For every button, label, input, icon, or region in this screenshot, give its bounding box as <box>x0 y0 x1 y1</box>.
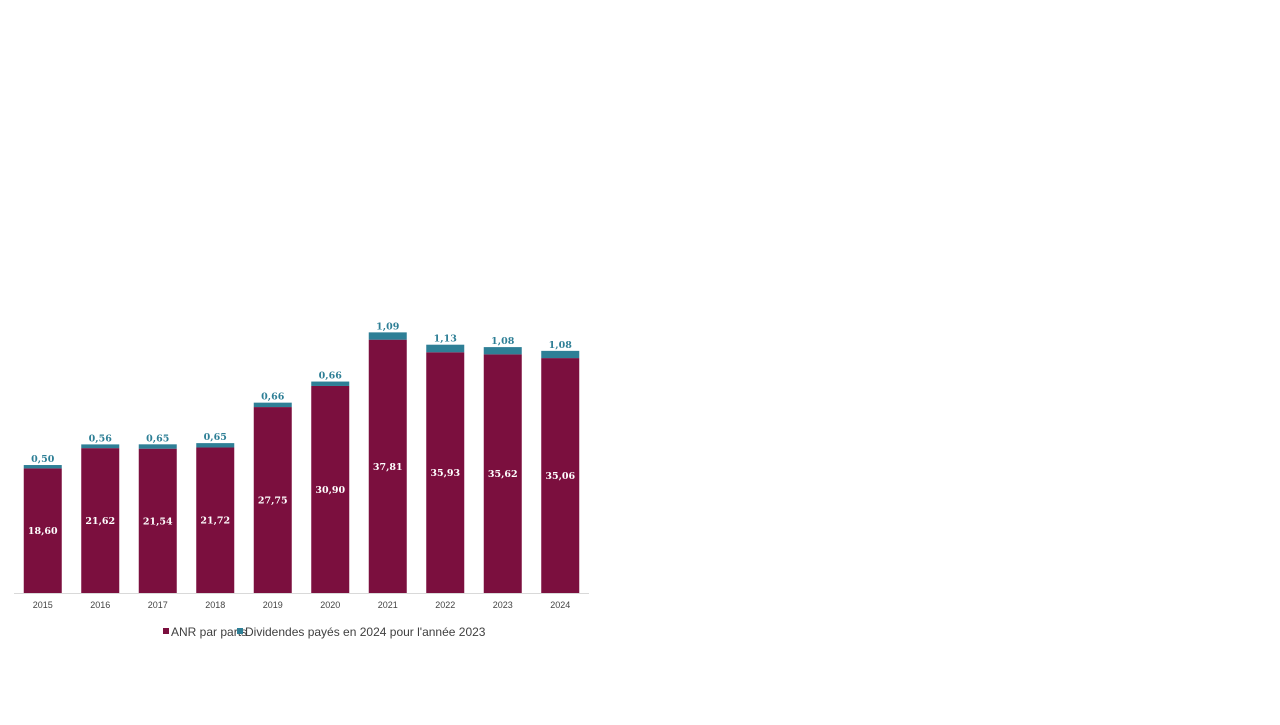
legend-label-anr: ANR par parts <box>171 625 247 639</box>
bar-dividendes-2015 <box>24 465 62 468</box>
bar-dividendes-2021 <box>369 332 407 339</box>
label-anr-2021: 37,81 <box>373 462 403 473</box>
x-tick-2023: 2023 <box>493 600 513 610</box>
x-tick-2016: 2016 <box>90 600 110 610</box>
legend-swatch-anr <box>163 628 169 634</box>
label-anr-2019: 27,75 <box>258 496 288 507</box>
x-tick-2020: 2020 <box>320 600 340 610</box>
bar-dividendes-2018 <box>196 443 234 447</box>
label-dividendes-2019: 0,66 <box>261 392 285 403</box>
legend: ANR par parts Dividendes payés en 2024 p… <box>163 625 486 639</box>
x-tick-2017: 2017 <box>148 600 168 610</box>
x-tick-2015: 2015 <box>33 600 53 610</box>
bar-dividendes-2016 <box>81 444 119 448</box>
label-dividendes-2023: 1,08 <box>491 336 515 347</box>
legend-swatch-dividendes <box>237 628 243 634</box>
label-anr-2015: 18,60 <box>28 526 58 537</box>
bar-dividendes-2022 <box>426 345 464 353</box>
label-dividendes-2016: 0,56 <box>89 433 113 444</box>
label-dividendes-2022: 1,13 <box>434 334 457 345</box>
x-tick-2018: 2018 <box>205 600 225 610</box>
bar-dividendes-2024 <box>541 351 579 358</box>
label-anr-2016: 21,62 <box>85 516 115 527</box>
label-anr-2023: 35,62 <box>488 469 518 480</box>
legend-label-dividendes: Dividendes payés en 2024 pour l'année 20… <box>245 625 486 639</box>
bar-dividendes-2019 <box>254 403 292 407</box>
x-tick-2024: 2024 <box>550 600 570 610</box>
x-tick-2019: 2019 <box>263 600 283 610</box>
bars-layer <box>24 332 580 593</box>
label-anr-2017: 21,54 <box>143 516 173 527</box>
bar-dividendes-2023 <box>484 347 522 354</box>
label-anr-2022: 35,93 <box>430 468 460 479</box>
x-tick-2022: 2022 <box>435 600 455 610</box>
label-dividendes-2024: 1,08 <box>549 340 573 351</box>
label-anr-2020: 30,90 <box>315 485 345 496</box>
x-tick-labels: 2015 2016 2017 2018 2019 2020 2021 2022 2023 2024 <box>33 600 571 610</box>
label-dividendes-2015: 0,50 <box>31 454 55 465</box>
label-anr-2018: 21,72 <box>200 516 230 527</box>
label-dividendes-2018: 0,65 <box>204 432 227 443</box>
x-tick-2021: 2021 <box>378 600 398 610</box>
label-dividendes-2021: 1,09 <box>376 321 400 332</box>
bar-dividendes-2020 <box>311 382 349 386</box>
label-dividendes-2020: 0,66 <box>319 371 343 382</box>
bar-dividendes-2017 <box>139 444 177 448</box>
label-dividendes-2017: 0,65 <box>146 433 169 444</box>
label-anr-2024: 35,06 <box>545 471 575 482</box>
